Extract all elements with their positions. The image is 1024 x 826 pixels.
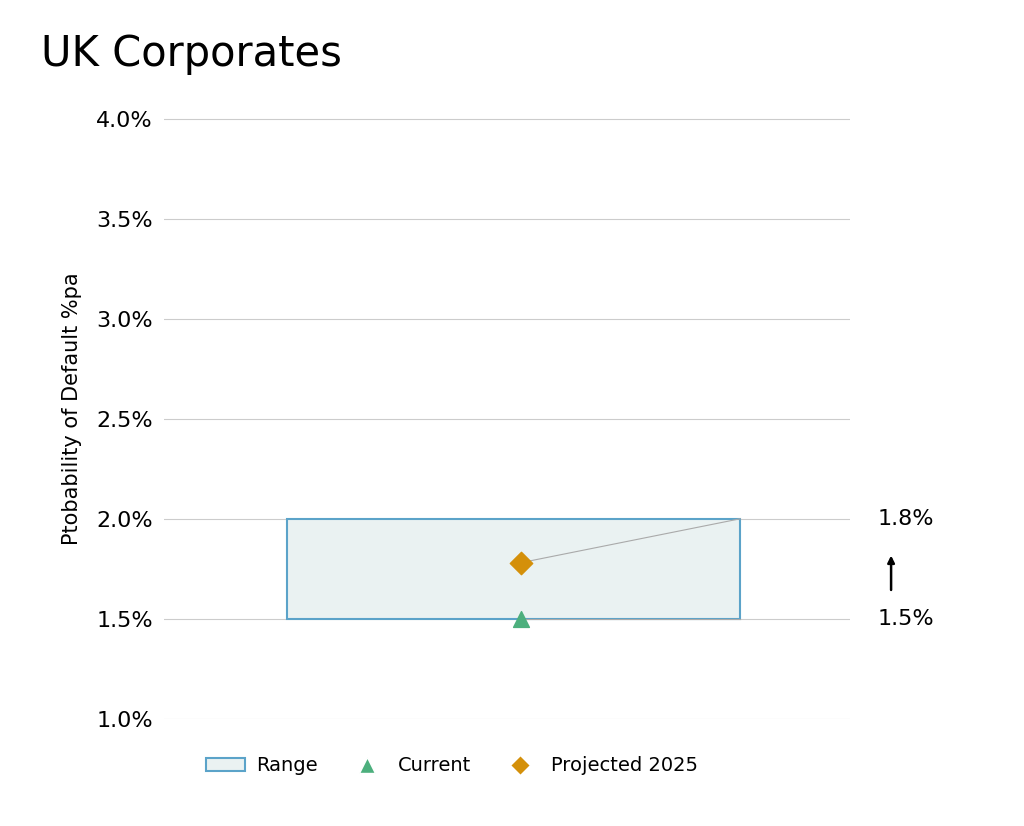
Bar	[288, 519, 740, 619]
Text: 1.8%: 1.8%	[878, 509, 934, 529]
Text: UK Corporates: UK Corporates	[41, 33, 342, 75]
Point	[512, 556, 528, 569]
Text: 1.5%: 1.5%	[878, 609, 934, 629]
Y-axis label: Ptobability of Default %pa: Ptobability of Default %pa	[62, 273, 82, 545]
Legend: Range, Current, Projected 2025: Range, Current, Projected 2025	[199, 748, 706, 783]
Point	[512, 612, 528, 625]
